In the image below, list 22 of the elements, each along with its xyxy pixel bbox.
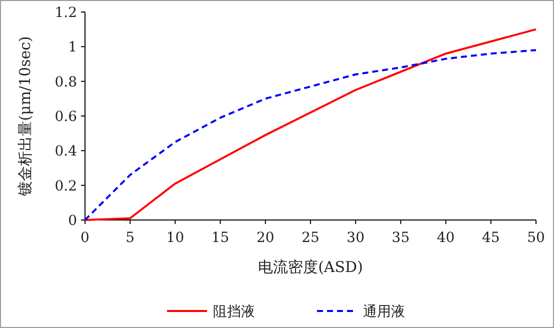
legend-label: 通用液 bbox=[363, 304, 405, 320]
y-tick-label: 0 bbox=[68, 213, 77, 229]
x-tick-label: 5 bbox=[126, 230, 135, 246]
x-tick-label: 30 bbox=[346, 230, 365, 246]
x-tick-label: 20 bbox=[256, 230, 274, 246]
y-tick-label: 1.2 bbox=[54, 5, 77, 21]
y-axis-title: 镀金析出量(μm/10sec) bbox=[16, 36, 34, 197]
x-tick-label: 35 bbox=[392, 230, 410, 246]
y-tick-label: 0.6 bbox=[54, 109, 78, 125]
x-axis-title: 电流密度(ASD) bbox=[258, 258, 363, 276]
x-tick-label: 50 bbox=[527, 230, 545, 246]
legend-label: 阻挡液 bbox=[213, 304, 255, 320]
x-tick-label: 0 bbox=[80, 230, 90, 246]
x-tick-label: 40 bbox=[436, 230, 455, 246]
x-tick-label: 15 bbox=[211, 230, 230, 246]
x-tick-label: 45 bbox=[482, 230, 500, 246]
x-tick-label: 10 bbox=[166, 230, 184, 246]
x-tick-label: 25 bbox=[302, 230, 320, 246]
y-tick-label: 0.4 bbox=[54, 144, 78, 160]
y-tick-label: 0.8 bbox=[54, 74, 77, 90]
y-tick-label: 1 bbox=[68, 40, 77, 56]
y-tick-label: 0.2 bbox=[54, 178, 77, 194]
